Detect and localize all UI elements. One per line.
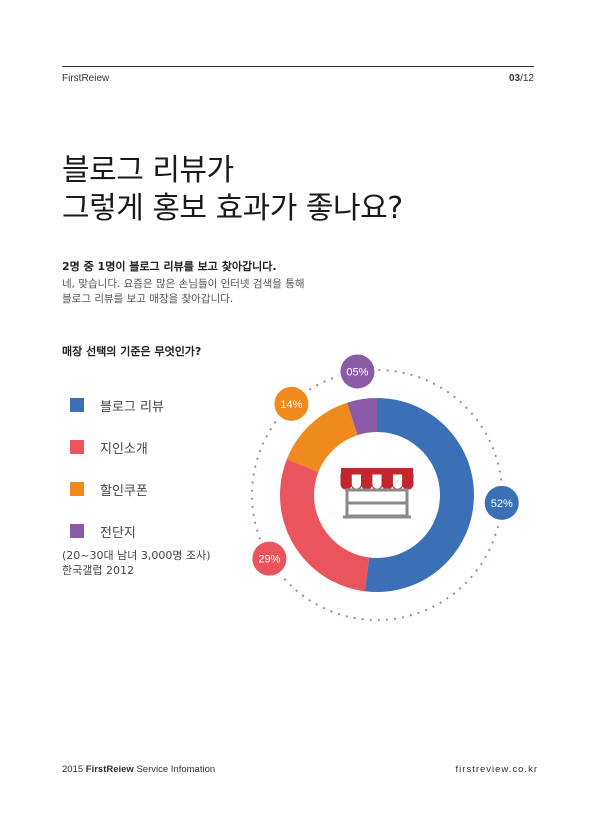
note-line-2: 한국갤럽 2012 [62, 564, 134, 577]
slice-value-badge: 29% [250, 539, 289, 578]
page-current: 03 [508, 73, 521, 84]
title-line-1: 블로그 리뷰가 [62, 153, 234, 188]
legend-swatch [70, 482, 84, 496]
badge-circle [338, 352, 377, 391]
badge-circle [482, 483, 521, 522]
title-line-2: 그렇게 홍보 효과가 좋나요? [62, 191, 403, 226]
footer-left: 2015 FirstReiew Service Infomation [62, 764, 215, 775]
donut-slice [347, 398, 377, 436]
legend-swatch [70, 524, 84, 538]
badge-circle [250, 539, 289, 578]
page-title: 블로그 리뷰가 그렇게 홍보 효과가 좋나요? [62, 152, 403, 228]
storefront-icon [340, 468, 414, 519]
page-total: /12 [520, 73, 534, 84]
slice-value-label: 05% [346, 367, 368, 379]
description: 네, 맞습니다. 요즘은 많은 손님들이 인터넷 검색을 통해 블로그 리뷰를 … [62, 277, 305, 307]
legend-item: 지인소개 [70, 426, 164, 468]
footer-url: firstreview.co.kr [455, 764, 538, 775]
survey-note: (20~30대 남녀 3,000명 조사) 한국갤럽 2012 [62, 548, 211, 578]
description-line-2: 블로그 리뷰를 보고 매장을 찾아갑니다. [62, 293, 234, 305]
legend-item: 블로그 리뷰 [70, 384, 164, 426]
slice-value-badge: 14% [272, 384, 311, 423]
description-line-1: 네, 맞습니다. 요즘은 많은 손님들이 인터넷 검색을 통해 [62, 278, 305, 290]
donut-slice [364, 398, 475, 592]
chart-title: 매장 선택의 기준은 무엇인가? [62, 345, 202, 358]
badge-circle [272, 384, 311, 423]
donut-slice [279, 459, 370, 592]
donut-slice [286, 402, 358, 472]
dotted-ring [251, 369, 503, 621]
footer-service: Service Infomation [136, 764, 216, 775]
page-number: 03/12 [509, 73, 534, 84]
slice-value-label: 52% [491, 498, 513, 510]
chart-legend: 블로그 리뷰 지인소개 할인쿠폰 전단지 [70, 384, 164, 552]
legend-label: 전단지 [100, 525, 136, 541]
footer-year: 2015 [62, 764, 84, 775]
legend-item: 할인쿠폰 [70, 468, 164, 510]
footer-brand: FirstReiew [85, 764, 134, 775]
lead-text: 2명 중 1명이 블로그 리뷰를 보고 찾아갑니다. [62, 260, 277, 273]
legend-label: 블로그 리뷰 [100, 399, 164, 415]
legend-swatch [70, 398, 84, 412]
legend-swatch [70, 440, 84, 454]
note-line-1: (20~30대 남녀 3,000명 조사) [62, 549, 211, 562]
slice-value-label: 29% [258, 554, 280, 566]
brand-name: FirstReiew [62, 73, 110, 84]
legend-label: 지인소개 [100, 441, 148, 457]
legend-label: 할인쿠폰 [100, 483, 148, 499]
slice-value-badge: 05% [338, 352, 377, 391]
legend-item: 전단지 [70, 510, 164, 552]
slice-value-label: 14% [280, 399, 302, 411]
page-header: FirstReiew 03/12 [62, 66, 534, 89]
slice-value-badge: 52% [482, 483, 521, 522]
